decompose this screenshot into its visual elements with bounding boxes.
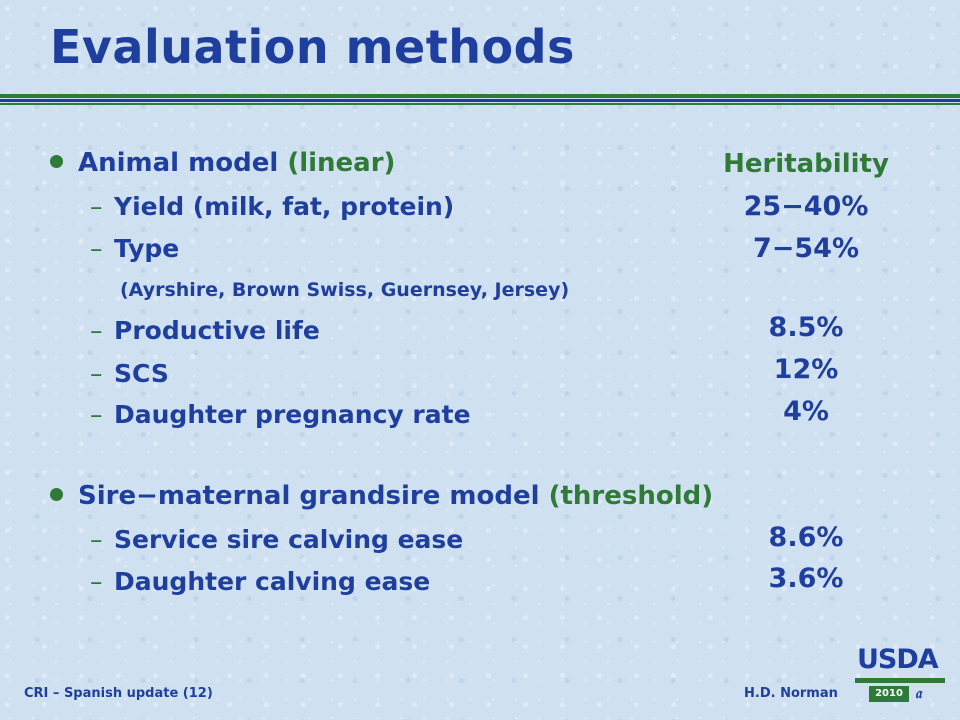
page-title: Evaluation methods <box>50 20 575 74</box>
sire-mgs-model-qualifier: (threshold) <box>548 481 714 511</box>
sub-item-label: Type <box>114 234 180 263</box>
sub-item-yield: – Yield (milk, fat, protein) <box>90 192 454 221</box>
bullet-icon <box>50 155 63 168</box>
dash-marker: – <box>90 192 103 221</box>
dash-marker: – <box>90 525 103 554</box>
dash-marker: – <box>90 234 103 263</box>
dash-marker: – <box>90 400 103 429</box>
dash-marker: – <box>90 567 103 596</box>
sub-item-label: Daughter calving ease <box>114 567 431 596</box>
usda-wordmark: USDA <box>857 644 939 675</box>
sub-item-type: – Type <box>90 234 179 263</box>
bullet-icon <box>50 488 63 501</box>
title-rule-green-lower <box>0 103 960 105</box>
footer-author: H.D. Norman <box>744 686 838 701</box>
sub-item-daughter-calving-ease: – Daughter calving ease <box>90 567 430 596</box>
dash-marker: – <box>90 359 103 388</box>
animal-model-label: Animal model <box>78 148 279 178</box>
sire-mgs-model-label: Sire−maternal grandsire model <box>78 481 540 511</box>
type-breeds-note: (Ayrshire, Brown Swiss, Guernsey, Jersey… <box>120 279 570 301</box>
bullet-animal-model: Animal model (linear) <box>50 148 395 178</box>
sub-item-label: Productive life <box>114 316 320 345</box>
footer-presentation-label: CRI – Spanish update (12) <box>24 686 213 701</box>
heritability-type: 7−54% <box>752 233 860 264</box>
heritability-service-sire-calving-ease: 8.6% <box>768 522 844 553</box>
aipl-logo-icon: 𝔞 <box>915 684 922 702</box>
sub-item-label: SCS <box>114 359 169 388</box>
title-rule-blue <box>0 99 960 102</box>
sub-item-label: Service sire calving ease <box>114 525 464 554</box>
sub-item-productive-life: – Productive life <box>90 316 320 345</box>
usda-logo: USDA 2010 𝔞 <box>855 644 947 710</box>
sub-item-label: Daughter pregnancy rate <box>114 400 471 429</box>
heritability-daughter-calving-ease: 3.6% <box>768 563 844 594</box>
heritability-scs: 12% <box>773 354 839 385</box>
sub-item-daughter-pregnancy-rate: – Daughter pregnancy rate <box>90 400 471 429</box>
heritability-yield: 25−40% <box>743 191 869 222</box>
heritability-heading: Heritability <box>723 149 889 179</box>
sub-item-label: Yield (milk, fat, protein) <box>114 192 455 221</box>
year-badge: 2010 <box>869 686 909 702</box>
heritability-productive-life: 8.5% <box>768 312 844 343</box>
sub-item-scs: – SCS <box>90 359 169 388</box>
heritability-daughter-pregnancy-rate: 4% <box>783 396 829 427</box>
dash-marker: – <box>90 316 103 345</box>
animal-model-qualifier: (linear) <box>287 148 396 178</box>
bullet-sire-mgs-model: Sire−maternal grandsire model (threshold… <box>50 481 713 511</box>
sub-item-service-sire-calving-ease: – Service sire calving ease <box>90 525 463 554</box>
usda-logo-bar <box>855 678 945 683</box>
title-rule-green <box>0 94 960 98</box>
